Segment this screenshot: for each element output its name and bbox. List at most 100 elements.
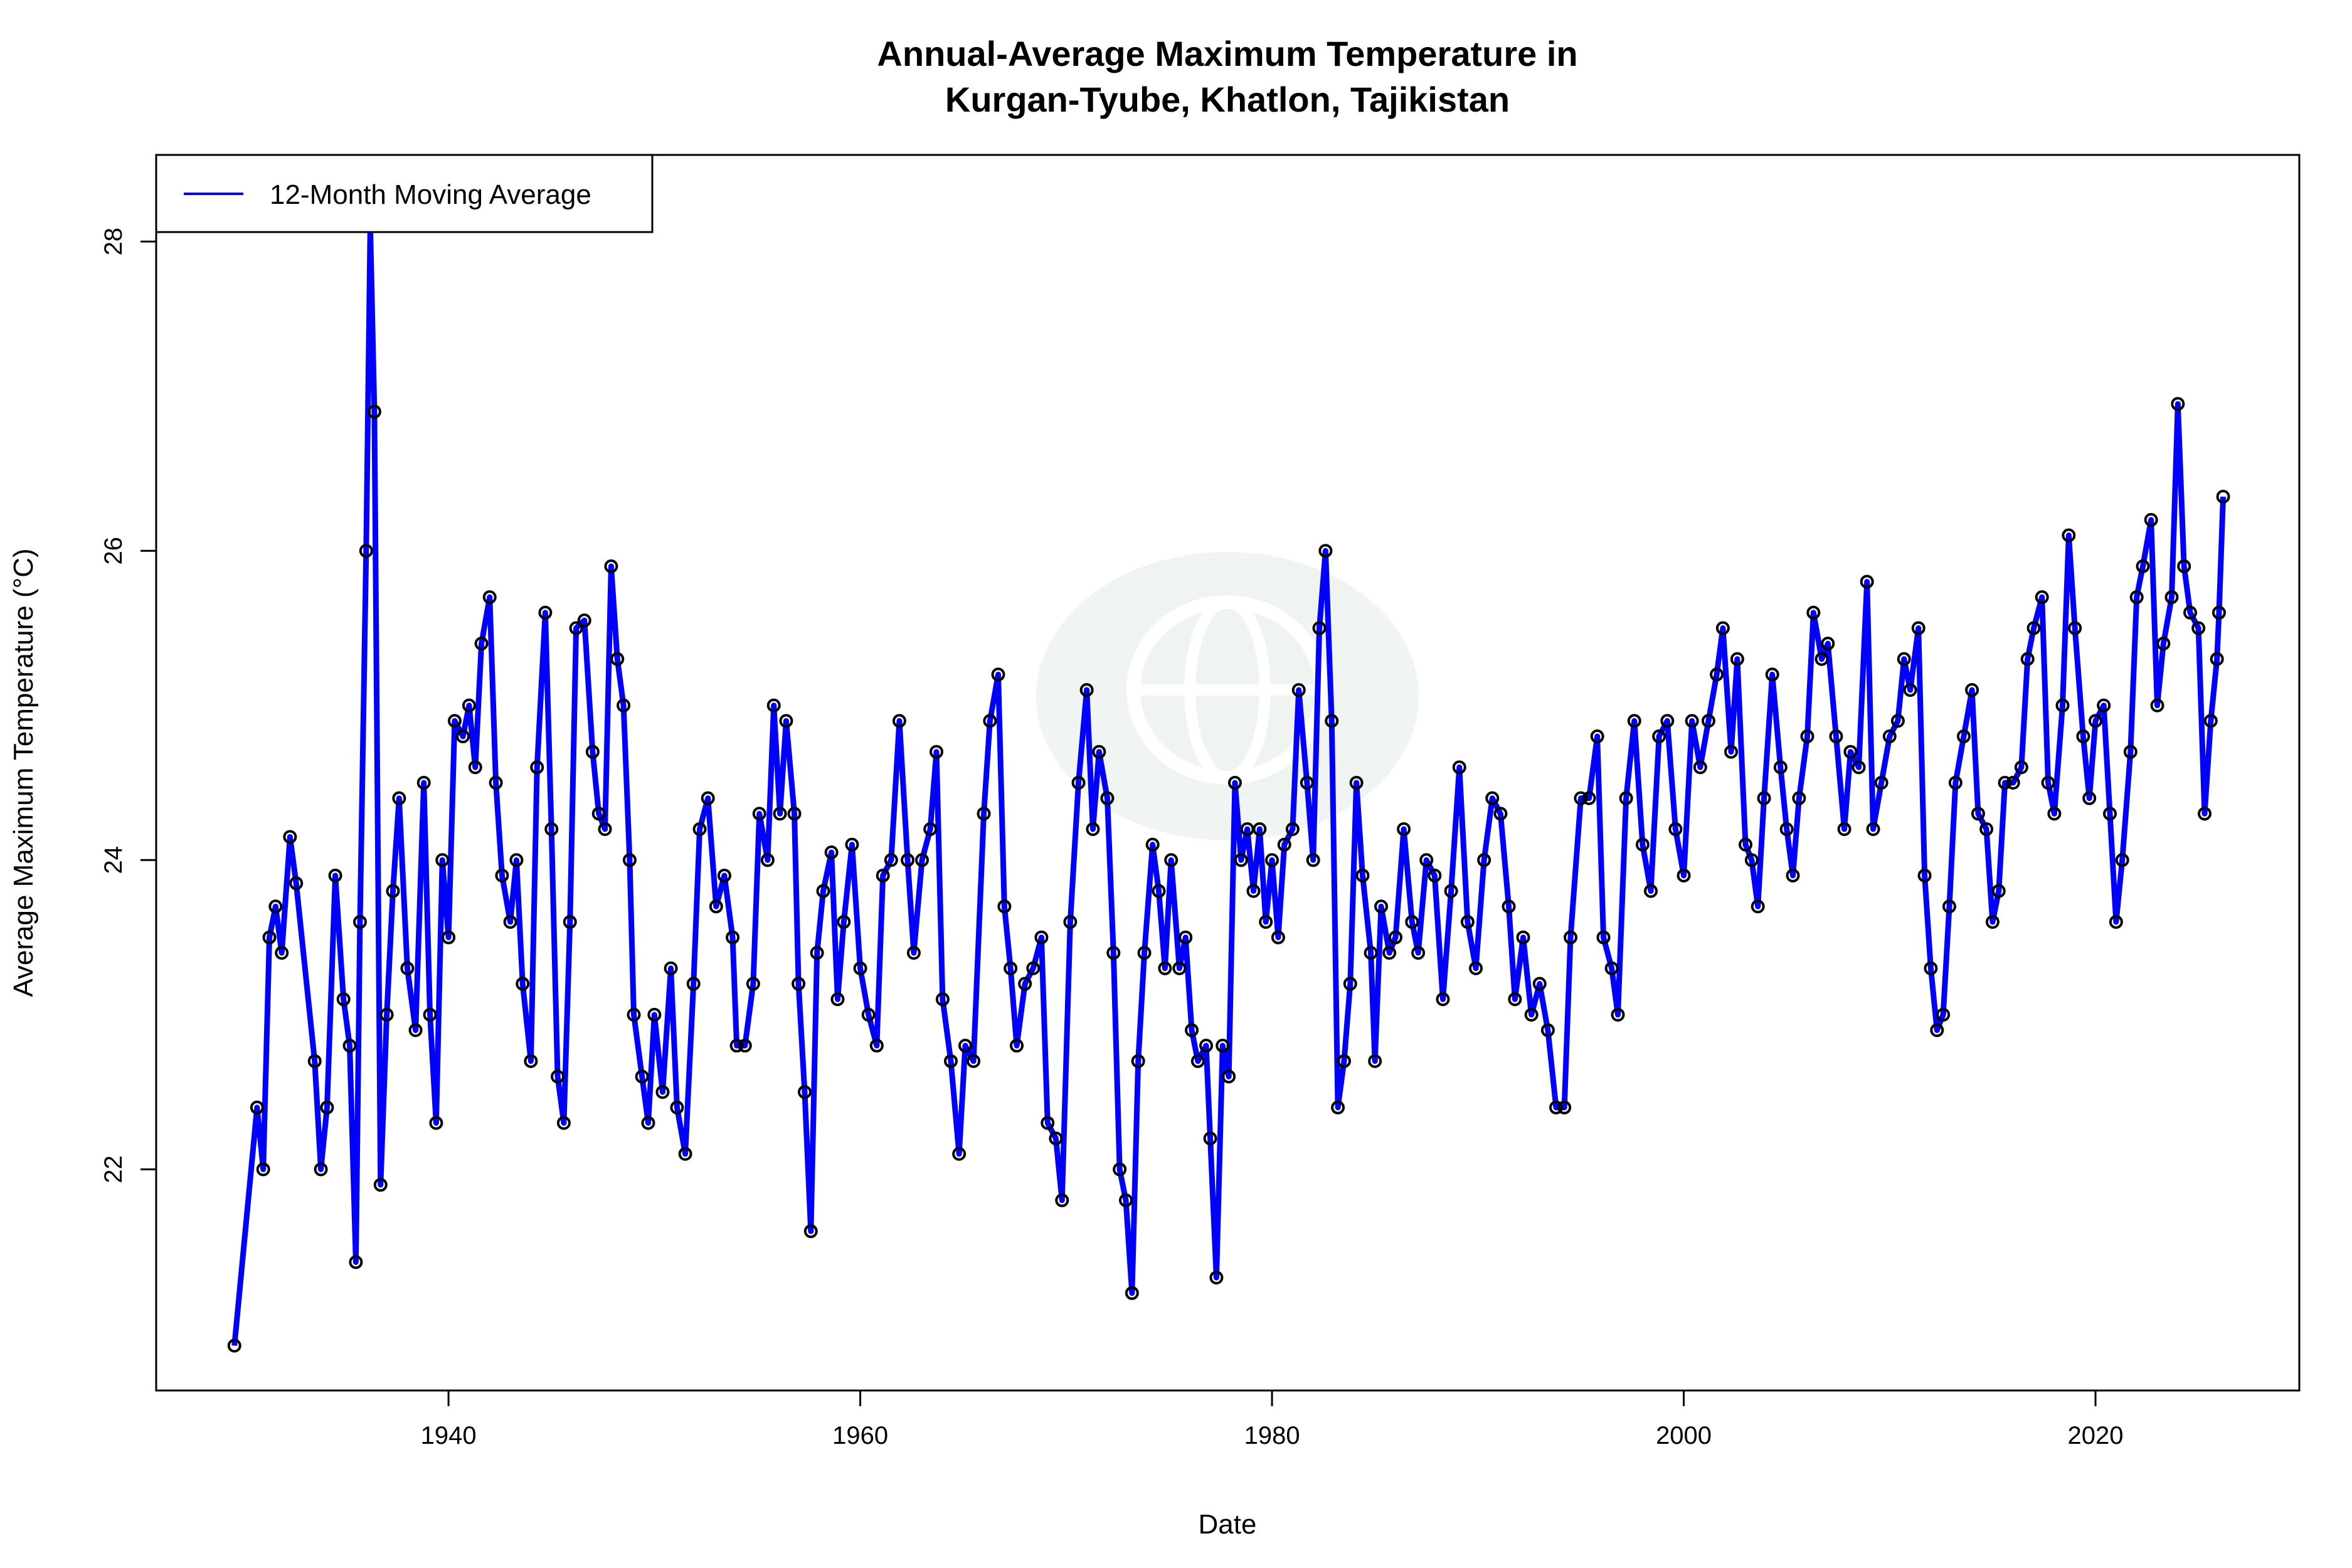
data-point [997, 899, 1012, 914]
data-point [2156, 637, 2171, 651]
data-point [1502, 899, 1516, 914]
y-axis: 22 24 26 28 [100, 228, 157, 1184]
data-point [1364, 946, 1378, 960]
data-point [746, 977, 760, 991]
data-point [622, 853, 637, 867]
data-point [1004, 961, 1018, 975]
data-point [1349, 776, 1364, 790]
data-point [1851, 760, 1866, 775]
data-point [336, 992, 351, 1007]
data-point [810, 946, 824, 960]
data-point [1677, 868, 1691, 882]
data-point [1582, 791, 1596, 805]
data-point [2068, 621, 2082, 635]
data-point [1948, 776, 1963, 790]
data-point [787, 807, 802, 821]
x-tick-label: 1940 [421, 1422, 477, 1449]
data-point [1271, 930, 1285, 945]
data-point [1259, 914, 1273, 929]
data-point [1965, 683, 1979, 697]
y-axis-label: Average Maximum Temperature (°C) [8, 548, 39, 997]
data-point [352, 914, 367, 929]
data-point [482, 590, 497, 605]
data-point [1234, 853, 1248, 867]
data-point [766, 698, 781, 712]
x-tick-label: 2020 [2068, 1422, 2124, 1449]
data-point [647, 1007, 662, 1022]
y-tick-label: 26 [100, 537, 127, 565]
data-point [563, 914, 577, 929]
data-point [373, 1178, 388, 1192]
data-point [1291, 683, 1306, 697]
data-point [1382, 946, 1397, 960]
data-point [1199, 1039, 1214, 1053]
data-point [1549, 1100, 1564, 1115]
data-point [655, 1085, 670, 1099]
data-point [551, 1069, 565, 1084]
chart-title-line-1: Annual-Average Maximum Temperature in [877, 34, 1577, 73]
data-point [779, 714, 793, 728]
data-point [1942, 899, 1956, 914]
data-point [2082, 791, 2097, 805]
data-point [456, 729, 470, 744]
data-point [556, 1116, 571, 1130]
data-point [1685, 714, 1699, 728]
data-point [2177, 559, 2191, 573]
data-point [1034, 930, 1049, 945]
data-point [869, 1039, 884, 1053]
data-point [792, 977, 806, 991]
data-point [392, 791, 406, 805]
data-point [884, 853, 898, 867]
data-point [678, 1147, 692, 1161]
data-point [2136, 559, 2150, 573]
data-point [627, 1007, 641, 1022]
data-point [2062, 528, 2076, 543]
data-point [906, 946, 921, 960]
data-point [853, 961, 867, 975]
data-point [1693, 760, 1707, 775]
data-point [400, 961, 415, 975]
data-point [1874, 776, 1888, 790]
data-point [1041, 1116, 1055, 1130]
data-point [930, 744, 944, 759]
data-point [1843, 744, 1858, 759]
data-point [1998, 776, 2012, 790]
data-point [2150, 698, 2164, 712]
data-point [1419, 853, 1434, 867]
data-point [307, 1054, 322, 1068]
data-point [1428, 868, 1442, 882]
data-point [1829, 729, 1843, 744]
data-point [1265, 853, 1279, 867]
data-point [1374, 899, 1389, 914]
data-point [379, 1007, 394, 1022]
data-point [892, 714, 906, 728]
data-point [1911, 621, 1926, 635]
data-point [1343, 977, 1357, 991]
data-point [604, 559, 618, 573]
data-point [275, 946, 289, 960]
data-point [1596, 930, 1611, 945]
data-point [1532, 977, 1547, 991]
data-point [283, 830, 297, 844]
data-point [1930, 1023, 1944, 1037]
data-point [1179, 930, 1193, 945]
y-tick-label: 22 [100, 1155, 127, 1184]
data-point [314, 1162, 328, 1177]
data-point [617, 698, 631, 712]
data-point [2210, 652, 2224, 666]
data-point [1557, 1100, 1572, 1115]
data-point [577, 613, 591, 628]
data-point [1460, 914, 1475, 929]
data-point [983, 714, 997, 728]
data-point [958, 1039, 972, 1053]
data-point [1312, 621, 1327, 635]
data-point [1806, 605, 1821, 620]
data-point [1574, 791, 1588, 805]
data-point [2216, 489, 2230, 504]
data-point [1903, 683, 1917, 697]
data-point [1604, 961, 1619, 975]
data-point [1882, 729, 1897, 744]
data-point [509, 853, 524, 867]
data-point [1890, 714, 1905, 728]
data-point [935, 992, 950, 1007]
